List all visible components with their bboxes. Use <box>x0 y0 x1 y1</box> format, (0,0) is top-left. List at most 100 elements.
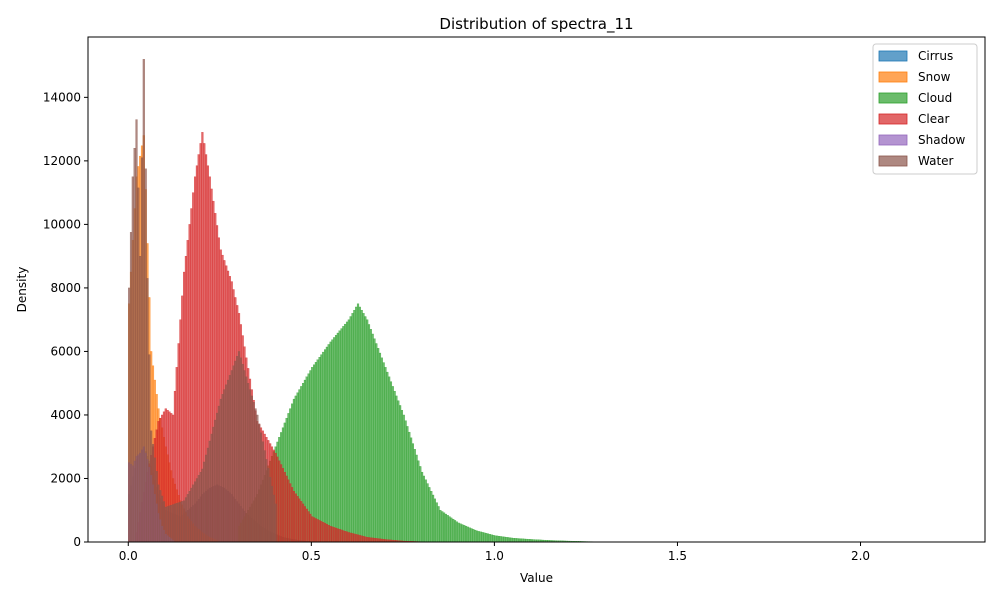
cloud-bar <box>377 348 380 542</box>
water-bar <box>254 408 257 542</box>
clear-bar <box>331 526 334 542</box>
cloud-bar <box>318 356 321 542</box>
cloud-bar <box>426 483 429 542</box>
x-tick-label: 1.0 <box>485 549 504 563</box>
clear-bar <box>345 531 349 542</box>
legend-swatch-shadow <box>878 134 908 146</box>
clear-bar <box>371 537 374 542</box>
cloud-bar <box>329 341 332 542</box>
cloud-bar <box>463 525 466 542</box>
cloud-bar <box>322 351 325 542</box>
y-tick-label: 4000 <box>50 408 81 422</box>
clear-bar <box>347 532 350 542</box>
cloud-bar <box>470 528 473 542</box>
water-bar <box>258 423 261 542</box>
water-bar <box>168 505 171 542</box>
clear-bar <box>353 533 356 542</box>
legend-label-shadow: Shadow <box>918 133 966 147</box>
cloud-bar <box>311 367 314 542</box>
x-tick-label: 0.5 <box>302 549 321 563</box>
water-bar <box>151 444 155 542</box>
cloud-bar <box>503 536 506 542</box>
cloud-bar <box>313 364 316 542</box>
cloud-bar <box>356 303 360 542</box>
clear-bar <box>344 531 347 542</box>
cloud-bar <box>400 410 404 542</box>
clear-bar <box>322 522 325 542</box>
cloud-bar <box>496 535 499 542</box>
clear-bar <box>294 493 297 542</box>
cloud-bar <box>452 518 455 542</box>
cloud-bar <box>510 537 513 542</box>
cloud-bar <box>378 352 382 542</box>
water-bar <box>210 433 213 542</box>
cloud-bar <box>435 502 438 542</box>
cloud-bar <box>468 527 471 542</box>
water-bar <box>205 454 208 542</box>
water-bar <box>140 157 144 542</box>
clear-bar <box>375 538 378 542</box>
clear-bar <box>360 535 363 542</box>
clear-bar <box>305 508 308 542</box>
clear-bar <box>298 498 301 542</box>
water-bar <box>230 370 233 542</box>
cloud-bar <box>413 449 416 542</box>
water-bar <box>225 384 228 542</box>
cloud-bar <box>497 536 501 542</box>
legend-label-snow: Snow <box>918 70 951 84</box>
water-bar <box>157 484 160 542</box>
cloud-bar <box>488 534 491 542</box>
cloud-bar <box>457 522 460 542</box>
water-bar <box>203 461 206 542</box>
water-bar <box>128 287 131 542</box>
cloud-bar <box>512 538 515 542</box>
histogram-bars <box>128 59 607 542</box>
clear-bar <box>333 527 336 542</box>
clear-bar <box>302 503 305 542</box>
y-tick-label: 8000 <box>50 281 81 295</box>
plot-frame <box>87 36 986 543</box>
clear-bar <box>307 511 310 542</box>
legend-swatch-snow <box>878 71 908 83</box>
water-bar <box>144 168 147 542</box>
clear-bar <box>334 527 338 542</box>
cloud-bar <box>424 479 427 542</box>
cloud-bar <box>349 316 352 542</box>
clear-bar <box>316 519 319 542</box>
x-tick-label: 1.5 <box>668 549 687 563</box>
cloud-bar <box>369 329 372 542</box>
cloud-bar <box>338 330 341 542</box>
clear-bar <box>355 534 358 542</box>
water-bar <box>177 502 180 542</box>
water-bar <box>248 389 252 542</box>
water-bar <box>164 506 167 542</box>
cloud-bar <box>516 538 519 542</box>
cloud-bar <box>375 343 378 542</box>
clear-bar <box>336 528 339 542</box>
clear-bar <box>296 496 299 542</box>
cloud-bar <box>353 309 356 542</box>
water-bar <box>129 232 133 542</box>
cloud-bar <box>455 521 458 542</box>
cloud-bar <box>393 390 396 542</box>
clear-bar <box>377 538 380 542</box>
cloud-bar <box>399 405 402 542</box>
clear-bar <box>278 460 281 542</box>
water-bar <box>137 187 140 542</box>
water-bar <box>199 471 202 542</box>
water-bar <box>172 504 175 542</box>
cloud-bar <box>508 537 512 542</box>
water-bar <box>161 495 164 542</box>
clear-bar <box>325 524 328 542</box>
cloud-bar <box>501 536 504 542</box>
clear-bar <box>291 487 294 542</box>
water-bar <box>184 497 188 542</box>
water-bar <box>166 506 169 542</box>
cloud-bar <box>411 443 414 542</box>
water-bar <box>239 357 242 542</box>
water-bar <box>217 405 220 542</box>
cloud-bar <box>371 333 374 542</box>
cloud-bar <box>417 460 420 542</box>
cloud-bar <box>360 309 363 542</box>
cloud-bar <box>358 306 361 542</box>
